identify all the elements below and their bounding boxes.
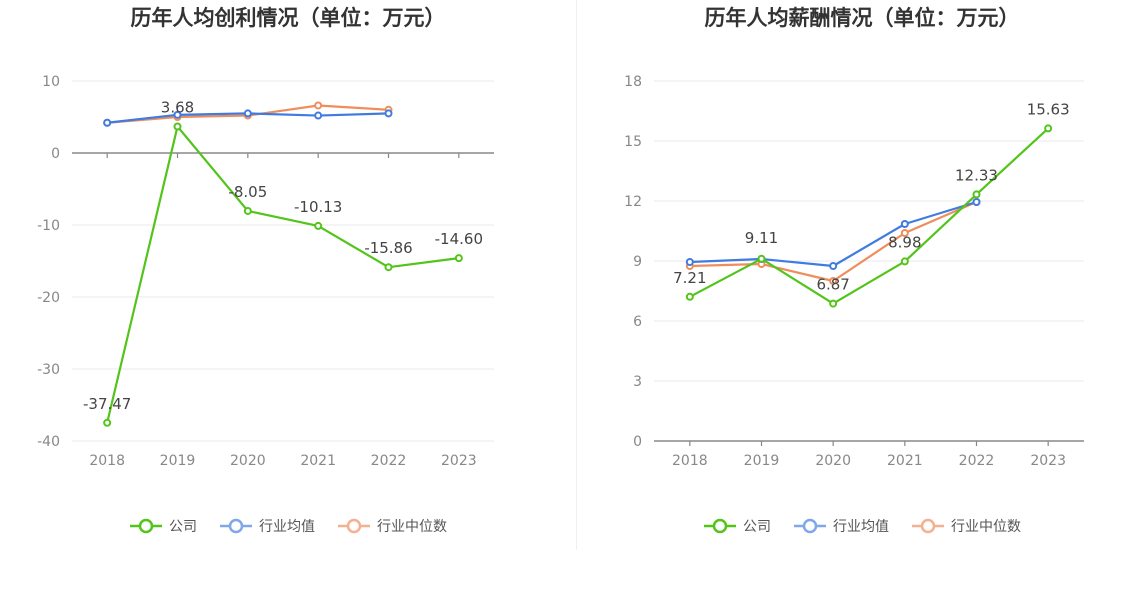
y-tick-label: 18: [624, 74, 642, 90]
legend-line-marker-icon: [338, 518, 370, 534]
legend-label: 行业中位数: [377, 519, 447, 535]
data-point-industry-average: [243, 109, 252, 118]
data-point-industry-median: [900, 229, 909, 237]
data-point-company: [757, 254, 766, 263]
legend-label: 行业均值: [259, 519, 315, 535]
data-point-company: [384, 263, 393, 272]
x-tick-label: 2021: [887, 453, 923, 469]
y-tick-label: 0: [51, 146, 60, 162]
chart-panel-per-capita-profit: 历年人均创利情况（单位：万元） 10 0 -10 -20 -30 -40 2018 2019 2…: [0, 6, 576, 536]
data-point-industry-average: [972, 198, 981, 206]
x-tick-label: 2019: [744, 453, 780, 469]
y-tick-label: 0: [633, 434, 642, 450]
x-tick-label: 2018: [89, 453, 125, 469]
x-tick-label: 2023: [441, 453, 477, 469]
data-label: -8.05: [228, 183, 267, 201]
legend-item-industry-median[interactable]: 行业中位数: [337, 516, 447, 536]
x-tick-label: 2022: [371, 453, 407, 469]
data-point-industry-average: [103, 118, 112, 127]
data-point-industry-median: [314, 101, 323, 110]
data-point-company: [829, 299, 838, 308]
data-point-company: [900, 257, 909, 266]
y-tick-label: -30: [37, 362, 60, 378]
x-tick-label: 2020: [815, 453, 851, 469]
legend-item-industry-median[interactable]: 行业中位数: [911, 516, 1021, 536]
legend-line-marker-icon: [220, 518, 252, 534]
line-chart-per-capita-salary: 18 15 12 9 6 3 0 2018 2019 2020 2021 2022 2023 7.21 9.…: [624, 74, 1084, 469]
legend-item-company[interactable]: 公司: [703, 516, 771, 536]
legend-label: 公司: [743, 519, 771, 535]
data-label: 12.33: [955, 166, 998, 184]
data-point-company: [243, 206, 252, 215]
data-point-industry-average: [384, 109, 393, 118]
legend-item-company[interactable]: 公司: [129, 516, 197, 536]
y-tick-label: -40: [37, 434, 60, 450]
data-label: 3.68: [161, 99, 194, 117]
legend-line-marker-icon: [130, 518, 162, 534]
legend-label: 行业中位数: [951, 519, 1021, 535]
y-tick-label: 12: [624, 194, 642, 210]
data-point-company: [103, 418, 112, 427]
x-tick-label: 2021: [300, 453, 336, 469]
data-point-company: [685, 292, 694, 301]
chart-title: 历年人均薪酬情况（单位：万元）: [704, 6, 1020, 30]
data-point-company: [314, 221, 323, 230]
data-point-industry-average: [900, 220, 909, 228]
data-label: -37.47: [83, 395, 131, 413]
line-chart-per-capita-profit: 10 0 -10 -20 -30 -40 2018 2019 2020 2021 2022 2023 -…: [37, 74, 494, 469]
data-label: -14.60: [435, 230, 483, 248]
data-point-company: [972, 190, 981, 199]
data-point-industry-average: [829, 262, 838, 270]
x-tick-label: 2020: [230, 453, 266, 469]
chart-legend: 公司 行业均值 行业中位数: [0, 516, 576, 536]
y-tick-label: 15: [624, 134, 642, 150]
x-tick-label: 2023: [1030, 453, 1066, 469]
data-point-industry-average: [314, 111, 323, 120]
legend-item-industry-average[interactable]: 行业均值: [793, 516, 889, 536]
data-point-company: [454, 254, 463, 263]
y-tick-label: -10: [37, 218, 60, 234]
legend-line-marker-icon: [794, 518, 826, 534]
chart-legend: 公司 行业均值 行业中位数: [576, 516, 1148, 536]
y-tick-label: 10: [42, 74, 60, 90]
y-tick-label: 9: [633, 254, 642, 270]
legend-label: 公司: [169, 519, 197, 535]
data-label: 7.21: [673, 269, 706, 287]
series-line-company: [106, 125, 459, 424]
x-tick-label: 2019: [160, 453, 196, 469]
chart-title: 历年人均创利情况（单位：万元）: [130, 6, 446, 30]
data-label: 15.63: [1027, 100, 1070, 118]
x-tick-label: 2018: [672, 453, 708, 469]
x-tick-label: 2022: [959, 453, 995, 469]
data-label: -15.86: [364, 239, 412, 257]
data-point-industry-average: [173, 110, 182, 119]
legend-line-marker-icon: [912, 518, 944, 534]
y-tick-label: -20: [37, 290, 60, 306]
legend-label: 行业均值: [833, 519, 889, 535]
y-tick-label: 3: [633, 374, 642, 390]
legend-line-marker-icon: [704, 518, 736, 534]
data-point-industry-median: [829, 277, 838, 285]
chart-panel-per-capita-salary: 历年人均薪酬情况（单位：万元） 18 15 12 9 6 3 0 2018 2019 2020 20…: [576, 0, 1148, 589]
data-point-company: [173, 122, 182, 131]
series-line-company: [689, 127, 1049, 305]
data-point-company: [1044, 124, 1053, 133]
data-label: 8.98: [888, 233, 921, 251]
y-tick-label: 6: [633, 314, 642, 330]
data-label: 9.11: [745, 229, 778, 247]
data-label: -10.13: [294, 198, 342, 216]
data-point-industry-average: [685, 258, 694, 266]
legend-item-industry-average[interactable]: 行业均值: [219, 516, 315, 536]
data-label: 6.87: [816, 276, 849, 294]
panel-divider: [576, 0, 577, 550]
